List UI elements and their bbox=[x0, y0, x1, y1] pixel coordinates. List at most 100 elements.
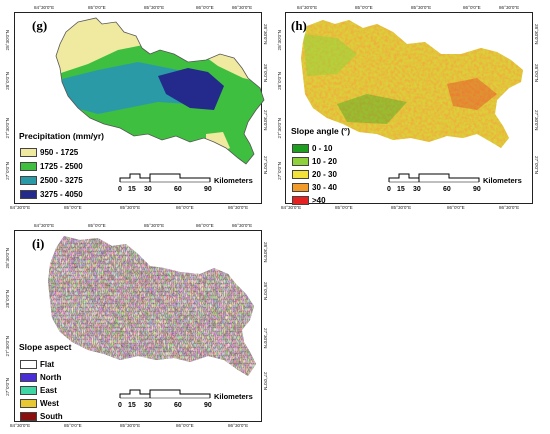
precip-legend-item-4: 3275 - 4050 bbox=[20, 186, 83, 200]
precipitation-map bbox=[55, 17, 265, 165]
lon-tick-top-4-h: 86°0'0"E bbox=[463, 5, 481, 10]
slope-swatch-3 bbox=[292, 170, 309, 180]
lat-tick-left-1-h: 28°30'0"N bbox=[277, 30, 282, 51]
lat-tick-left-4: 27°0'0"N bbox=[5, 162, 10, 180]
slope-angle-map bbox=[301, 20, 523, 148]
lon-tick-bottom-3: 85°30'0"E bbox=[120, 205, 141, 210]
slope-legend-item-3: 20 - 30 bbox=[292, 166, 337, 180]
panel-letter-h: (h) bbox=[291, 18, 307, 33]
lat-tick-right-2-i: 28°0'0"N bbox=[263, 282, 268, 300]
lat-tick-left-2: 28°0'0"N bbox=[5, 72, 10, 90]
precip-swatch-1 bbox=[20, 148, 37, 158]
scale-tick-0-g: 0 bbox=[118, 186, 122, 193]
aspect-swatch-2 bbox=[20, 373, 37, 383]
panel-g-precipitation: 84°30'0"E 85°0'0"E 85°30'0"E 86°0'0"E 86… bbox=[0, 0, 275, 218]
scale-bar-ruler-i bbox=[119, 389, 211, 399]
aspect-swatch-3 bbox=[20, 386, 37, 396]
lat-tick-right-3-h: 27°30'0"N bbox=[534, 110, 539, 131]
slope-legend-item-5: >40 bbox=[292, 192, 326, 206]
lon-tick-bottom-4-i: 86°0'0"E bbox=[176, 423, 194, 428]
scale-bar-i: 0 15 30 60 90 Kilometers bbox=[118, 388, 258, 414]
precip-swatch-2 bbox=[20, 162, 37, 172]
slope-swatch-1 bbox=[292, 144, 309, 154]
aspect-label-5: South bbox=[40, 412, 63, 422]
precip-swatch-4 bbox=[20, 190, 37, 200]
aspect-swatch-4 bbox=[20, 399, 37, 409]
slope-swatch-5 bbox=[292, 196, 309, 206]
lon-tick-bottom-4: 86°0'0"E bbox=[176, 205, 194, 210]
slope-legend-item-4: 30 - 40 bbox=[292, 179, 337, 193]
panel-h-slope-angle: 84°30'0"E 85°0'0"E 85°30'0"E 86°0'0"E 86… bbox=[275, 0, 550, 218]
scale-tick-15-g: 15 bbox=[128, 186, 136, 193]
lon-tick-top-2-i: 85°0'0"E bbox=[88, 223, 106, 228]
aspect-legend-item-3: East bbox=[20, 382, 57, 396]
precip-label-3: 2500 - 3275 bbox=[40, 176, 83, 186]
scale-unit-i: Kilometers bbox=[214, 392, 253, 401]
precip-legend-item-3: 2500 - 3275 bbox=[20, 172, 83, 186]
slope-swatch-4 bbox=[292, 183, 309, 193]
scale-tick-15-i: 15 bbox=[128, 402, 136, 409]
aspect-label-2: North bbox=[40, 373, 62, 383]
lat-tick-left-3-i: 27°30'0"N bbox=[5, 336, 10, 357]
slope-swatch-2 bbox=[292, 157, 309, 167]
scale-tick-15-h: 15 bbox=[397, 186, 405, 193]
lat-tick-right-4-h: 27°0'0"N bbox=[534, 156, 539, 174]
scale-unit-h: Kilometers bbox=[483, 176, 522, 185]
lon-tick-bottom-1: 84°30'0"E bbox=[10, 205, 31, 210]
scale-tick-90-g: 90 bbox=[204, 186, 212, 193]
lon-tick-bottom-3-i: 85°30'0"E bbox=[120, 423, 141, 428]
lon-tick-top-4: 86°0'0"E bbox=[196, 5, 214, 10]
slope-label-3: 20 - 30 bbox=[312, 170, 337, 180]
scale-tick-30-h: 30 bbox=[413, 186, 421, 193]
lon-tick-top-1: 84°30'0"E bbox=[34, 5, 55, 10]
lon-tick-bottom-5: 86°30'0"E bbox=[228, 205, 249, 210]
slope-label-5: >40 bbox=[312, 196, 326, 206]
lon-tick-top-4-i: 86°0'0"E bbox=[196, 223, 214, 228]
lat-tick-left-1: 28°30'0"N bbox=[5, 30, 10, 51]
scale-tick-60-i: 60 bbox=[174, 402, 182, 409]
precip-label-2: 1725 - 2500 bbox=[40, 162, 83, 172]
lon-tick-bottom-5-h: 86°30'0"E bbox=[499, 205, 520, 210]
scale-tick-30-g: 30 bbox=[144, 186, 152, 193]
aspect-label-4: West bbox=[40, 399, 59, 409]
aspect-legend-title: Slope aspect bbox=[19, 342, 72, 352]
scale-tick-90-h: 90 bbox=[473, 186, 481, 193]
slope-legend-item-2: 10 - 20 bbox=[292, 153, 337, 167]
scale-tick-30-i: 30 bbox=[144, 402, 152, 409]
precip-swatch-3 bbox=[20, 176, 37, 186]
aspect-label-1: Flat bbox=[40, 360, 55, 370]
lat-tick-right-2-h: 28°0'0"N bbox=[534, 64, 539, 82]
lat-tick-right-2: 28°0'0"N bbox=[263, 64, 268, 82]
precip-label-1: 950 - 1725 bbox=[40, 148, 79, 158]
lat-tick-left-2-h: 28°0'0"N bbox=[277, 72, 282, 90]
lon-tick-bottom-2: 85°0'0"E bbox=[64, 205, 82, 210]
lon-tick-top-2: 85°0'0"E bbox=[88, 5, 106, 10]
scale-tick-0-i: 0 bbox=[118, 402, 122, 409]
scale-tick-60-g: 60 bbox=[174, 186, 182, 193]
lat-tick-right-3: 27°30'0"N bbox=[263, 110, 268, 131]
scale-bar-h: 0 15 30 60 90 Kilometers bbox=[387, 172, 527, 198]
aspect-label-3: East bbox=[40, 386, 57, 396]
slope-label-4: 30 - 40 bbox=[312, 183, 337, 193]
lon-tick-top-1-i: 84°30'0"E bbox=[34, 223, 55, 228]
scale-unit-g: Kilometers bbox=[214, 176, 253, 185]
lon-tick-bottom-1-h: 84°30'0"E bbox=[281, 205, 302, 210]
aspect-legend-item-4: West bbox=[20, 395, 59, 409]
lat-tick-right-4-i: 27°0'0"N bbox=[263, 372, 268, 390]
slope-label-2: 10 - 20 bbox=[312, 157, 337, 167]
scale-tick-0-h: 0 bbox=[387, 186, 391, 193]
panel-letter-g: (g) bbox=[32, 18, 48, 33]
lon-tick-bottom-2-i: 85°0'0"E bbox=[64, 423, 82, 428]
lat-tick-left-3: 27°30'0"N bbox=[5, 118, 10, 139]
slope-legend-title: Slope angle (°) bbox=[291, 126, 351, 136]
lon-tick-bottom-1-i: 84°30'0"E bbox=[10, 423, 31, 428]
lat-tick-right-1-h: 28°30'0"N bbox=[534, 24, 539, 45]
aspect-swatch-1 bbox=[20, 360, 37, 370]
scale-tick-60-h: 60 bbox=[443, 186, 451, 193]
lat-tick-left-4-h: 27°0'0"N bbox=[277, 162, 282, 180]
scale-tick-90-i: 90 bbox=[204, 402, 212, 409]
scale-bar-ruler-g bbox=[119, 173, 211, 183]
lat-tick-left-1-i: 28°30'0"N bbox=[5, 248, 10, 269]
lon-tick-top-3-i: 85°30'0"E bbox=[144, 223, 165, 228]
aspect-legend-item-1: Flat bbox=[20, 356, 55, 370]
